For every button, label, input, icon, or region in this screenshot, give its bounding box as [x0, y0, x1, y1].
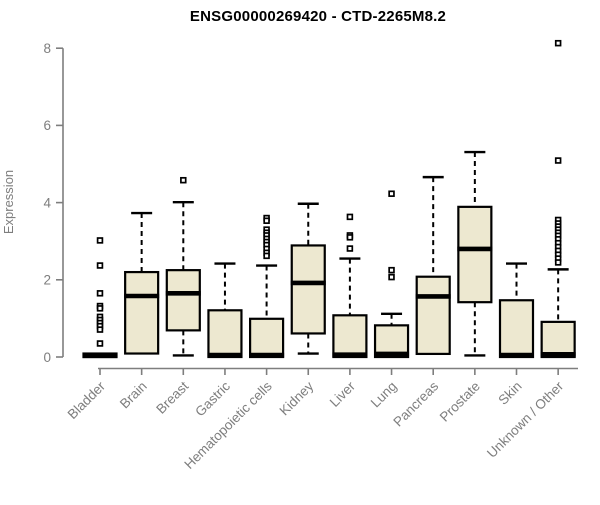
- outlier-point: [388, 190, 395, 197]
- boxplot-liver: [332, 213, 368, 359]
- outlier-point: [96, 326, 104, 333]
- x-tick-label-prostate: Prostate: [437, 379, 483, 425]
- outlier-point: [554, 39, 562, 47]
- boxplot-series: [82, 39, 576, 359]
- outlier-point: [96, 262, 104, 269]
- x-tick-label-brain: Brain: [117, 379, 150, 412]
- y-tick-label: 0: [43, 350, 51, 365]
- x-tick-label-kidney: Kidney: [277, 378, 317, 418]
- boxplot-kidney: [290, 202, 326, 355]
- box: [290, 244, 326, 335]
- outlier-point: [96, 340, 104, 347]
- x-tick-label-bladder: Bladder: [65, 378, 109, 422]
- outlier-point: [346, 234, 354, 241]
- outlier-point: [263, 217, 270, 224]
- outlier-point: [96, 305, 104, 312]
- x-tick-label-unknown-other: Unknown / Other: [484, 378, 567, 461]
- box: [540, 320, 576, 359]
- y-tick-label: 8: [43, 41, 51, 56]
- outlier-point: [388, 273, 395, 281]
- chart-title: ENSG00000269420 - CTD-2265M8.2: [190, 8, 446, 25]
- outlier-point: [346, 245, 354, 252]
- boxplot-brain: [124, 211, 160, 355]
- outlier-point: [263, 252, 270, 260]
- boxplot-pancreas: [415, 175, 451, 356]
- outlier-point: [554, 259, 562, 266]
- y-tick-label: 6: [43, 118, 51, 133]
- box: [457, 205, 493, 304]
- box: [498, 299, 535, 359]
- x-tick-label-gastric: Gastric: [192, 378, 233, 419]
- outlier-point: [346, 213, 354, 221]
- boxplot-hematopoietic-cells: [249, 214, 285, 359]
- outlier-point: [180, 176, 187, 184]
- box: [249, 317, 285, 359]
- x-tick-label-lung: Lung: [368, 379, 400, 411]
- box: [124, 270, 160, 355]
- x-tick-label-liver: Liver: [327, 378, 359, 410]
- y-tick-label: 2: [43, 273, 51, 288]
- outlier-point: [96, 290, 104, 297]
- box: [165, 269, 201, 332]
- y-tick-label: 4: [43, 195, 51, 210]
- boxplot-lung: [373, 190, 410, 359]
- box: [332, 314, 368, 359]
- boxplot-unknown-other: [540, 39, 576, 359]
- box: [415, 275, 451, 356]
- boxplot-breast: [165, 176, 201, 357]
- outlier-point: [388, 266, 395, 274]
- x-tick-label-breast: Breast: [153, 378, 191, 416]
- x-tick-label-skin: Skin: [495, 379, 524, 408]
- outlier-point: [554, 157, 562, 164]
- box: [207, 309, 243, 359]
- y-axis-title: Expression: [1, 170, 16, 234]
- boxplot-gastric: [207, 262, 243, 359]
- outlier-point: [96, 237, 104, 244]
- boxplot-skin: [498, 262, 535, 359]
- boxplot-bladder: [82, 237, 118, 359]
- boxplot-prostate: [457, 150, 493, 357]
- x-tick-label-pancreas: Pancreas: [390, 378, 441, 429]
